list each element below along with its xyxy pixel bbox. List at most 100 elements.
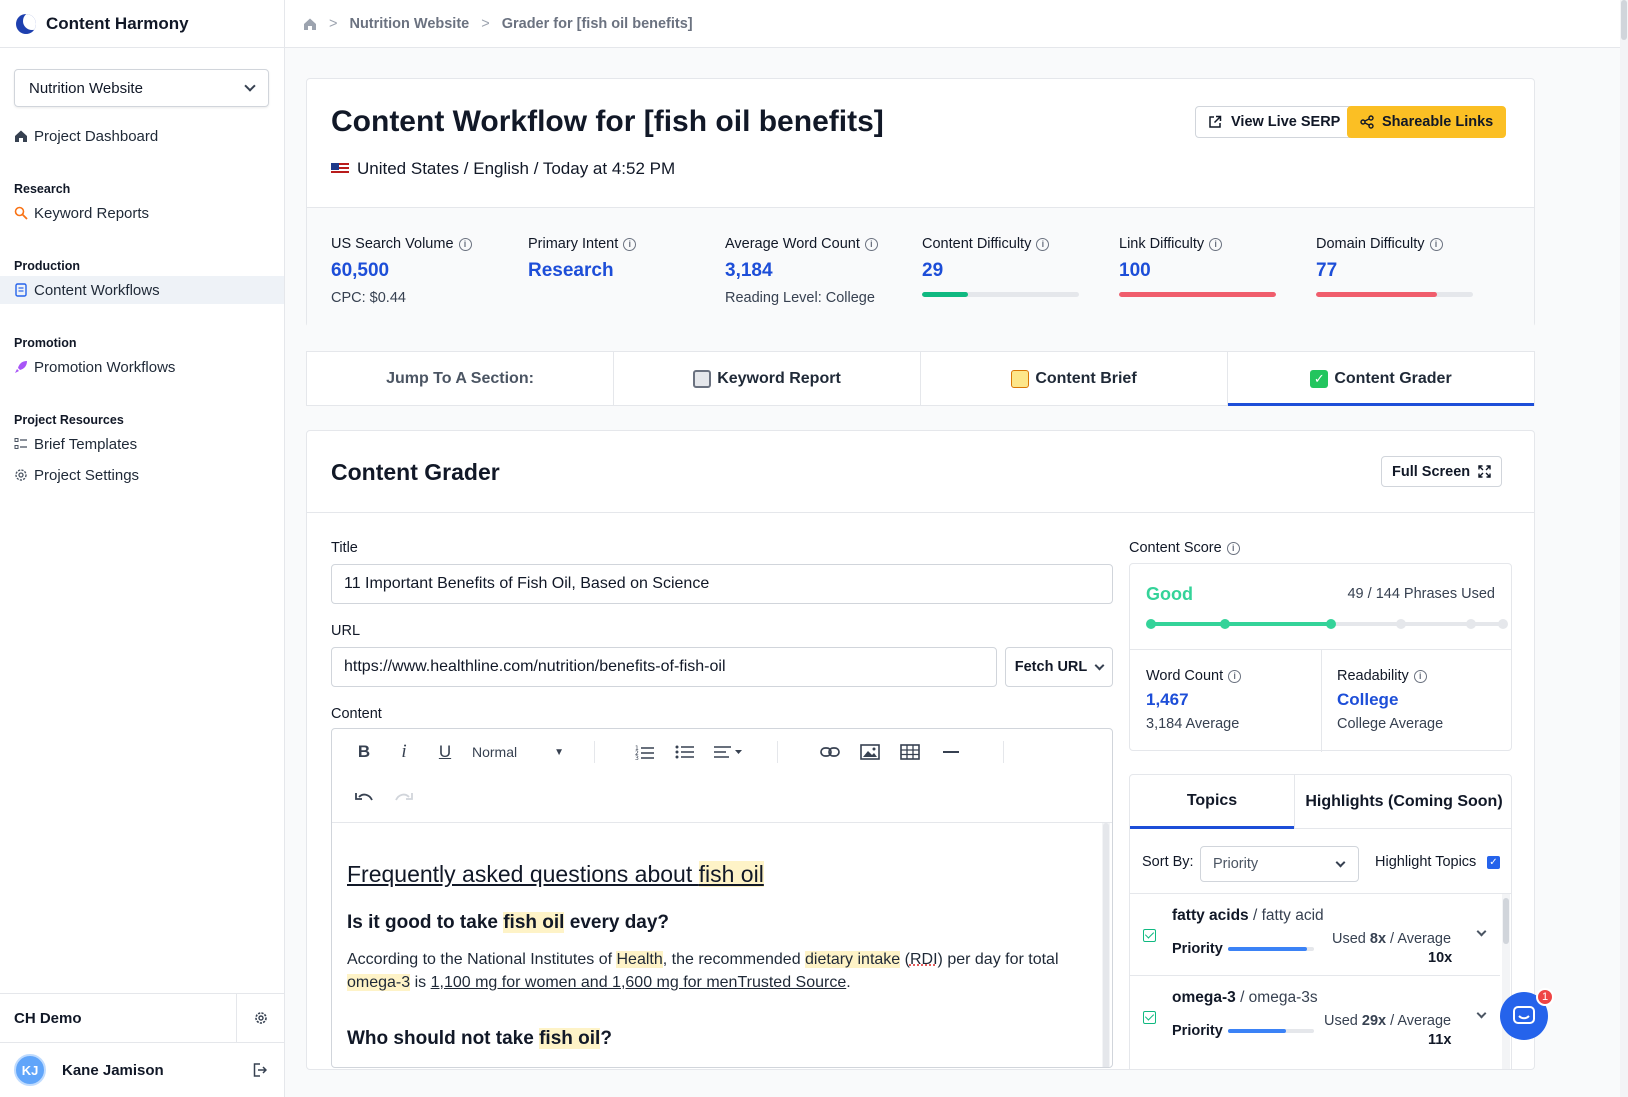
italic-button[interactable]: i <box>401 741 407 762</box>
bullet-list-button[interactable] <box>671 738 699 766</box>
sidebar-item-label: Keyword Reports <box>34 204 150 222</box>
tab-content-grader[interactable]: ✓ Content Grader <box>1228 352 1534 406</box>
chat-launcher-button[interactable]: 1 <box>1500 988 1554 1040</box>
logout-button[interactable] <box>236 1063 284 1077</box>
info-icon[interactable]: i <box>1209 237 1223 251</box>
locale-line: United States / English / Today at 4:52 … <box>331 159 675 179</box>
project-select[interactable]: Nutrition Website <box>14 69 269 107</box>
metric-average-word-count: Average Word Count i 3,184 Reading Level:… <box>725 236 905 306</box>
topics-panel: Topics Highlights (Coming Soon) Sort By:… <box>1129 774 1512 1069</box>
sidebar-item-label: Project Dashboard <box>34 127 159 145</box>
sidebar-item-label: Content Workflows <box>34 281 160 299</box>
sidebar-footer: CH Demo KJ Kane Jamison <box>0 993 284 1097</box>
view-live-serp-label: View Live SERP <box>1231 114 1341 130</box>
text-style-select[interactable]: Normal ▼ <box>472 738 572 766</box>
topic-used-check-icon <box>1143 1011 1156 1024</box>
table-icon <box>900 744 920 760</box>
sidebar-item-keyword-reports[interactable]: Keyword Reports <box>0 199 284 227</box>
tab-topics[interactable]: Topics <box>1130 775 1294 829</box>
insert-table-button[interactable] <box>896 738 924 766</box>
brand[interactable]: Content Harmony <box>0 0 284 48</box>
user-profile[interactable]: KJ Kane Jamison <box>0 1054 164 1086</box>
content-score-card: Good 49 / 144 Phrases Used Word Count i 1… <box>1129 563 1512 752</box>
insert-image-button[interactable] <box>856 738 884 766</box>
score-step <box>1498 619 1508 629</box>
metric-sub: CPC: $0.44 <box>331 290 406 306</box>
fetch-url-button[interactable]: Fetch URL <box>1005 647 1113 687</box>
topic-priority-label: Priority <box>1172 1023 1223 1039</box>
toolbar-divider <box>777 741 778 763</box>
phrases-used: 49 / 144 Phrases Used <box>1347 586 1495 602</box>
team-settings-button[interactable] <box>236 993 284 1043</box>
chevron-down-icon[interactable] <box>1476 1008 1487 1019</box>
sidebar-item-project-settings[interactable]: Project Settings <box>0 461 284 489</box>
metric-value: 60,500 <box>331 260 390 281</box>
shareable-links-button[interactable]: Shareable Links <box>1347 106 1507 138</box>
difficulty-bar <box>922 292 1079 297</box>
question-heading: Is it good to take fish oil every day? <box>347 912 670 933</box>
sidebar-item-content-workflows[interactable]: Content Workflows <box>0 276 284 304</box>
underline-button[interactable]: U <box>438 742 452 761</box>
score-grade: Good <box>1146 584 1193 604</box>
topics-scrollbar[interactable] <box>1502 894 1510 1069</box>
view-live-serp-button[interactable]: View Live SERP <box>1195 106 1354 138</box>
chevron-down-icon[interactable] <box>1476 926 1487 937</box>
home-icon[interactable] <box>303 17 317 31</box>
tab-label: Content Brief <box>1035 369 1137 387</box>
sidebar-item-promotion-workflows[interactable]: Promotion Workflows <box>0 353 284 381</box>
breadcrumb-project[interactable]: Nutrition Website <box>349 15 470 32</box>
bold-button[interactable]: B <box>357 742 371 761</box>
page-scrollbar[interactable] <box>1620 0 1628 1097</box>
topic-priority-bar <box>1228 1029 1314 1033</box>
shareable-links-label: Shareable Links <box>1382 114 1494 130</box>
info-icon[interactable]: i <box>623 237 637 251</box>
sidebar-item-project-dashboard[interactable]: Project Dashboard <box>0 122 284 150</box>
score-progress-fill <box>1148 622 1334 626</box>
title-input[interactable]: 11 Important Benefits of Fish Oil, Based… <box>331 564 1113 604</box>
sort-select[interactable]: Priority <box>1200 846 1359 882</box>
sidebar-item-brief-templates[interactable]: Brief Templates <box>0 430 284 458</box>
redo-button[interactable] <box>390 784 418 812</box>
info-icon[interactable]: i <box>458 237 472 251</box>
topic-row[interactable]: omega-3 / omega-3s Priority Used 29x / A… <box>1130 976 1500 1058</box>
ordered-list-icon: 123 <box>635 745 654 760</box>
avatar: KJ <box>14 1054 46 1086</box>
horizontal-rule-button[interactable] <box>937 738 965 766</box>
jump-label: Jump To A Section: <box>307 352 614 405</box>
info-icon[interactable]: i <box>864 237 878 251</box>
jump-to-section-tabs: Jump To A Section: Keyword Report Conten… <box>306 351 1535 406</box>
tab-keyword-report[interactable]: Keyword Report <box>614 352 921 405</box>
insert-link-button[interactable] <box>816 738 844 766</box>
editor-scrollbar[interactable] <box>1102 823 1110 1067</box>
team-name[interactable]: CH Demo <box>14 1009 82 1027</box>
editor-document[interactable]: Frequently asked questions about fish oi… <box>347 861 1087 1050</box>
info-icon[interactable]: i <box>1429 237 1443 251</box>
undo-button[interactable] <box>350 784 378 812</box>
full-screen-button[interactable]: Full Screen <box>1381 456 1503 487</box>
metric-label: US Search Volume <box>331 236 454 252</box>
highlight-topics-label: Highlight Topics <box>1375 854 1477 870</box>
metric-label: Domain Difficulty <box>1316 236 1425 252</box>
difficulty-bar <box>1119 292 1276 297</box>
info-icon[interactable]: i <box>1413 669 1427 683</box>
home-icon <box>14 129 28 143</box>
app-name: Content Harmony <box>46 13 189 33</box>
info-icon[interactable]: i <box>1228 669 1242 683</box>
url-input[interactable]: https://www.healthline.com/nutrition/ben… <box>331 647 997 687</box>
readability-value: College <box>1337 690 1399 709</box>
highlight-topics-checkbox[interactable]: ✓ <box>1487 856 1500 869</box>
topic-row[interactable]: fatty acids / fatty acid Priority Used 8… <box>1130 894 1500 976</box>
align-select[interactable] <box>710 738 746 766</box>
info-icon[interactable]: i <box>1036 237 1050 251</box>
tab-highlights[interactable]: Highlights (Coming Soon) <box>1294 775 1511 829</box>
section-label-project-resources: Project Resources <box>14 413 124 427</box>
chevron-down-icon <box>1094 660 1105 670</box>
readability-label: Readability i <box>1337 668 1427 684</box>
content-label: Content <box>331 706 382 722</box>
content-score-label: Content Score i <box>1129 540 1240 556</box>
svg-text:2: 2 <box>635 750 639 757</box>
text-style-value: Normal <box>472 744 518 760</box>
info-icon[interactable]: i <box>1226 541 1240 555</box>
tab-content-brief[interactable]: Content Brief <box>921 352 1228 405</box>
